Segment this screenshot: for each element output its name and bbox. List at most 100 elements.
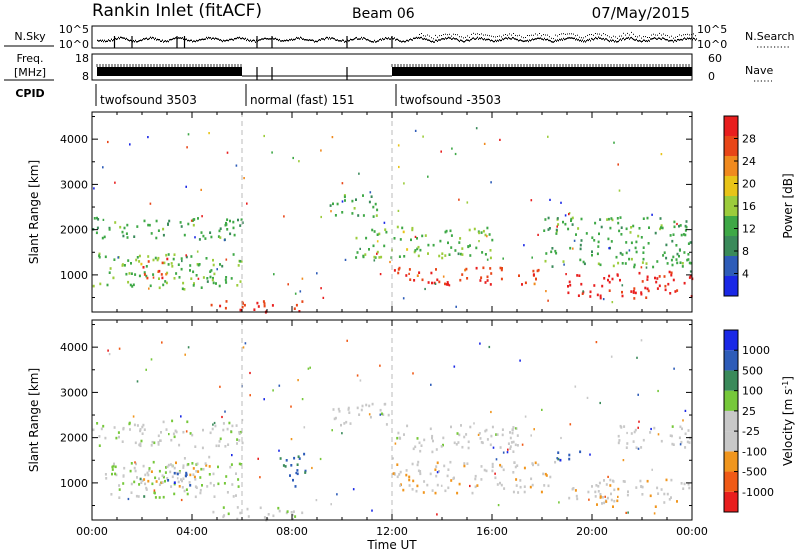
power-pixel bbox=[488, 233, 491, 236]
power-pixel bbox=[358, 172, 360, 175]
nsky-trace-point bbox=[435, 39, 436, 41]
nsky-trace-point bbox=[492, 40, 493, 42]
nsearch-trace-point bbox=[479, 34, 480, 35]
velocity-pixel bbox=[486, 438, 489, 441]
beam-label: Beam 06 bbox=[352, 6, 415, 22]
velocity-pixel bbox=[671, 442, 674, 446]
nsky-trace-point bbox=[189, 40, 190, 42]
velocity-pixel bbox=[514, 427, 517, 430]
velocity-pixel bbox=[523, 466, 526, 470]
power-pixel bbox=[676, 261, 679, 265]
nsky-trace-point bbox=[654, 37, 655, 39]
velocity-echo-region bbox=[617, 424, 691, 449]
velocity-pixel bbox=[380, 412, 383, 416]
nsky-trace-point bbox=[99, 40, 100, 42]
velocity-pixel bbox=[612, 505, 614, 508]
nsky-trace-point bbox=[178, 37, 179, 39]
velocity-pixel bbox=[297, 455, 300, 458]
nsky-trace-point bbox=[365, 38, 366, 40]
velocity-pixel bbox=[219, 437, 222, 441]
plot-title: Rankin Inlet (fitACF) bbox=[92, 1, 262, 21]
velocity-pixel bbox=[471, 491, 474, 495]
velocity-pixel bbox=[143, 495, 146, 498]
velocity-pixel bbox=[100, 427, 103, 431]
nsky-trace-point bbox=[493, 40, 494, 43]
nsky-trace-point bbox=[684, 37, 685, 39]
nsky-trace-point bbox=[629, 38, 630, 40]
nsky-trace-point bbox=[612, 39, 613, 41]
nsky-trace-point bbox=[617, 41, 618, 43]
nsky-trace-point bbox=[397, 38, 398, 41]
power-pixel bbox=[136, 225, 139, 228]
nsky-trace-point bbox=[603, 37, 604, 40]
nsky-trace-point bbox=[578, 38, 579, 41]
velocity-pixel bbox=[686, 440, 689, 444]
nsearch-trace-point bbox=[659, 32, 660, 34]
power-pixel bbox=[370, 195, 373, 198]
power-pixel bbox=[351, 199, 354, 203]
nsearch-trace-point bbox=[425, 35, 426, 37]
nsky-trace-point bbox=[470, 39, 471, 41]
nsky-trace-point bbox=[652, 38, 653, 40]
nsky-trace-point bbox=[162, 39, 163, 41]
power-pixel bbox=[240, 218, 243, 221]
velocity-pixel bbox=[476, 484, 479, 487]
velocity-pixel bbox=[599, 495, 602, 498]
nsky-trace-point bbox=[433, 41, 434, 43]
power-pixel bbox=[582, 290, 584, 293]
velocity-pixel bbox=[502, 451, 505, 454]
velocity-pixel bbox=[257, 457, 259, 460]
velocity-pixel bbox=[226, 427, 229, 431]
power-pixel bbox=[655, 280, 658, 284]
nsky-trace-point bbox=[637, 40, 638, 42]
power-pixel bbox=[674, 290, 677, 293]
nsky-trace-point bbox=[670, 39, 671, 42]
nsky-trace-point bbox=[595, 36, 596, 39]
velocity-pixel bbox=[272, 389, 274, 392]
nsky-trace-point bbox=[533, 39, 534, 41]
power-pixel bbox=[113, 258, 116, 261]
nsky-trace-point bbox=[136, 41, 137, 43]
power-pixel bbox=[560, 201, 562, 204]
nsky-trace-point bbox=[542, 38, 543, 40]
nsky-trace-point bbox=[657, 38, 658, 40]
power-pixel bbox=[147, 223, 150, 227]
nsky-trace-point bbox=[596, 37, 597, 40]
velocity-pixel bbox=[134, 441, 137, 445]
power-pixel bbox=[421, 278, 424, 282]
nsky-trace-point bbox=[660, 38, 661, 40]
velocity-pixel bbox=[171, 464, 174, 468]
nsky-trace-point bbox=[466, 39, 467, 41]
velocity-pixel bbox=[557, 451, 560, 454]
nsearch-trace-point bbox=[499, 35, 500, 37]
nsky-trace-point bbox=[236, 37, 237, 40]
power-pixel bbox=[573, 239, 576, 242]
velocity-pixel bbox=[617, 441, 620, 445]
power-pixel bbox=[147, 255, 150, 258]
nsky-trace-point bbox=[170, 38, 171, 41]
velocity-pixel bbox=[309, 366, 311, 369]
nsearch-trace-point bbox=[647, 37, 648, 38]
nsky-trace-point bbox=[687, 37, 688, 39]
nsky-trace-point bbox=[523, 40, 524, 43]
velocity-pixel bbox=[594, 495, 597, 498]
velocity-pixel bbox=[153, 489, 156, 492]
velocity-pixel bbox=[665, 478, 668, 482]
freq-band bbox=[392, 67, 692, 76]
nsky-trace-point bbox=[543, 39, 544, 41]
nsky-trace-point bbox=[644, 39, 645, 42]
velocity-pixel bbox=[417, 469, 420, 473]
nsearch-trace-point bbox=[421, 33, 422, 34]
velocity-pixel bbox=[688, 441, 691, 444]
nsky-trace-point bbox=[283, 40, 284, 42]
velocity-pixel bbox=[139, 429, 142, 433]
velocity-pixel bbox=[145, 488, 148, 491]
velocity-pixel bbox=[542, 472, 545, 476]
velocity-pixel bbox=[682, 419, 684, 422]
power-pixel bbox=[225, 258, 228, 261]
nsearch-trace-point bbox=[657, 34, 658, 36]
nsky-trace-point bbox=[609, 40, 610, 43]
nsky-trace-point bbox=[440, 39, 441, 41]
nsky-trace-point bbox=[667, 39, 668, 41]
power-pixel bbox=[197, 263, 200, 267]
